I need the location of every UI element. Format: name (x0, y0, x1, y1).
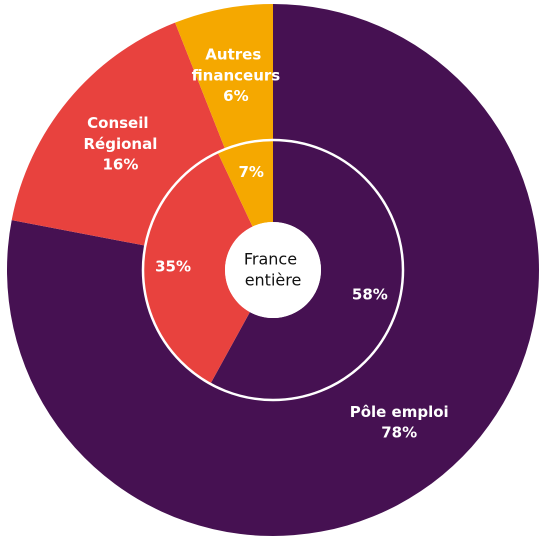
ring-border (141, 138, 405, 402)
slice (175, 4, 273, 150)
slice (143, 152, 253, 384)
value-label: 58% (352, 285, 388, 303)
category-label: Autres financeurs (192, 45, 281, 84)
hole (225, 222, 321, 318)
category-label-line: Pôle emploi (350, 403, 449, 421)
slice (11, 22, 226, 246)
center-label-line: France (244, 249, 302, 268)
category-label: Conseil Régional (84, 113, 158, 152)
slice (210, 140, 404, 401)
value-label: 16% (102, 155, 138, 173)
category-label-line: Autres (205, 45, 266, 63)
value-label: 35% (155, 257, 191, 275)
center-label-line: entière (245, 270, 302, 289)
category-label-line: financeurs (192, 66, 281, 84)
value-label: 7% (238, 163, 263, 181)
category-label-line: Régional (84, 134, 158, 152)
center-label: France entière (244, 249, 302, 289)
slice (6, 4, 539, 536)
value-label: 78% (381, 424, 417, 442)
slice (217, 140, 273, 227)
category-label: Pôle emploi (350, 403, 449, 421)
value-label: 6% (223, 87, 248, 105)
category-label-line: Conseil (87, 113, 154, 131)
